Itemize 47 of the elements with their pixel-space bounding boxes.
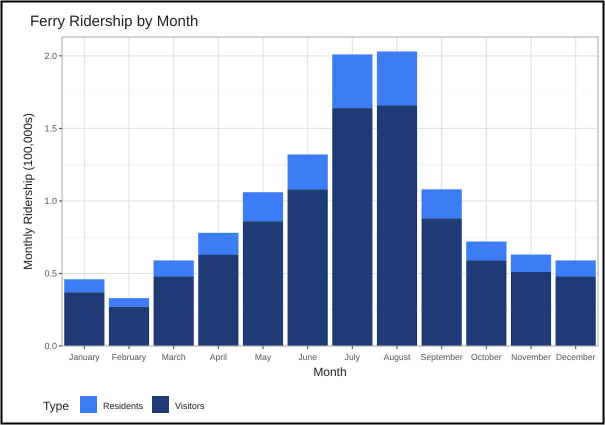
bar <box>332 108 372 346</box>
x-tick-label: August <box>384 352 411 362</box>
bar <box>198 254 238 346</box>
legend-label: Residents <box>103 401 144 411</box>
bar <box>288 189 328 346</box>
y-tick-label: 1.0 <box>44 196 57 206</box>
x-tick-label: June <box>298 352 318 362</box>
y-axis-title: Monthly Ridership (100,000s) <box>21 113 35 270</box>
bar <box>108 298 150 307</box>
y-tick-label: 1.5 <box>44 124 57 134</box>
chart-title: Ferry Ridership by Month <box>30 13 198 30</box>
bar <box>332 54 372 108</box>
bar <box>288 154 328 190</box>
x-tick-label: October <box>471 352 502 362</box>
bar <box>510 254 552 272</box>
bar <box>64 279 104 292</box>
x-tick-label: November <box>511 352 551 362</box>
legend-title: Type <box>43 399 70 413</box>
bar <box>556 276 596 346</box>
bar <box>154 260 194 276</box>
x-tick-label: March <box>162 352 186 362</box>
bar <box>510 272 552 346</box>
x-tick-label: July <box>344 352 361 362</box>
x-tick-label: February <box>112 352 147 362</box>
x-tick-label: April <box>210 352 228 362</box>
y-tick-label: 0.0 <box>44 341 57 352</box>
x-tick-label: January <box>69 352 100 362</box>
bar <box>242 192 284 222</box>
legend-label: Visitors <box>175 401 205 411</box>
bar <box>64 292 104 346</box>
y-tick-label: 0.5 <box>44 268 57 279</box>
bar <box>376 52 418 106</box>
x-tick-label: September <box>420 352 463 362</box>
x-tick-label: May <box>254 352 272 362</box>
bar <box>422 218 462 346</box>
bar <box>466 260 506 346</box>
bar <box>154 276 194 346</box>
x-axis-title: Month <box>313 365 347 379</box>
bar <box>198 232 238 255</box>
bar <box>422 189 462 218</box>
y-tick-label: 2.0 <box>44 51 57 62</box>
bar <box>108 306 150 346</box>
x-tick-label: December <box>556 352 596 362</box>
bar <box>376 105 418 346</box>
bar <box>242 221 284 346</box>
bar <box>556 260 596 276</box>
bar <box>466 242 506 260</box>
